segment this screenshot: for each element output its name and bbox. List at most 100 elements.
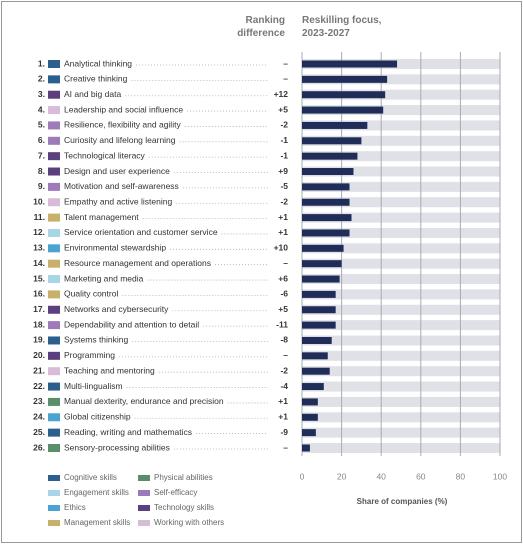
skill-name: Reading, writing and mathematics <box>64 427 192 437</box>
bar-track <box>302 181 500 192</box>
bar-track <box>302 335 500 346</box>
bar-track <box>302 151 500 162</box>
legend-swatch <box>48 520 60 526</box>
ranking-difference: – <box>283 350 288 360</box>
bar <box>302 183 350 191</box>
ranking-difference: – <box>283 258 288 268</box>
skill-name: Quality control <box>64 289 118 299</box>
category-swatch <box>48 90 60 99</box>
rank: 25. <box>33 427 45 437</box>
bar <box>302 383 324 391</box>
bar <box>302 214 352 222</box>
ranking-header: Ranking difference <box>237 15 285 39</box>
category-swatch <box>48 75 60 84</box>
rank: 26. <box>33 442 45 452</box>
ranking-difference: -11 <box>276 319 288 329</box>
rank: 17. <box>33 304 45 314</box>
bar <box>302 244 344 252</box>
ranking-difference: -9 <box>280 427 288 437</box>
category-swatch <box>48 351 60 360</box>
skill-name: AI and big data <box>64 89 121 99</box>
category-swatch <box>48 136 60 145</box>
ranking-difference: – <box>283 58 288 68</box>
bar-track <box>302 166 500 177</box>
category-swatch <box>48 444 60 452</box>
bar <box>302 413 318 421</box>
rank: 3. <box>38 89 45 99</box>
skill-name: Curiosity and lifelong learning <box>64 135 176 145</box>
rank: 24. <box>33 412 45 422</box>
x-tick-label: 80 <box>456 471 466 481</box>
ranking-difference: +5 <box>278 104 288 114</box>
skill-name: Analytical thinking <box>64 58 132 68</box>
bar-track <box>302 443 500 453</box>
legend-swatch <box>48 475 60 481</box>
bar-track <box>302 396 500 407</box>
bar <box>302 106 384 114</box>
legend-label: Self-efficacy <box>154 488 197 497</box>
bar <box>302 398 318 406</box>
rank: 1. <box>38 58 45 68</box>
ranking-difference: +9 <box>278 166 288 176</box>
skill-name: Technological literacy <box>64 150 146 160</box>
skill-name: Empathy and active listening <box>64 196 172 206</box>
skill-name: Design and user experience <box>64 166 170 176</box>
rank: 22. <box>33 381 45 391</box>
ranking-difference: +1 <box>278 227 288 237</box>
ranking-difference: +1 <box>278 396 288 406</box>
ranking-difference: +10 <box>274 243 289 253</box>
skill-name: Systems thinking <box>64 335 129 345</box>
ranking-difference: -1 <box>280 135 288 145</box>
bar-track <box>302 89 500 100</box>
rank: 10. <box>33 196 45 206</box>
rank: 11. <box>34 212 45 222</box>
category-swatch <box>48 167 60 176</box>
skill-name: Resilience, flexibility and agility <box>64 120 181 130</box>
skill-name: Sensory-processing abilities <box>64 442 170 452</box>
ranking-difference: -2 <box>280 120 288 130</box>
rank: 21. <box>33 365 45 375</box>
bar-track <box>302 274 500 285</box>
skill-name: Multi-lingualism <box>64 381 123 391</box>
rank: 18. <box>33 319 45 329</box>
ranking-difference: -4 <box>280 381 288 391</box>
skill-name: Creative thinking <box>64 74 128 84</box>
rank: 12. <box>33 227 45 237</box>
bar <box>302 336 332 344</box>
x-tick-label: 40 <box>376 471 386 481</box>
bar-track <box>302 227 500 238</box>
category-swatch <box>48 213 60 222</box>
category-swatch <box>48 290 60 299</box>
bar-track <box>302 243 500 254</box>
x-axis-label: Share of companies (%) <box>357 497 448 506</box>
legend-swatch <box>138 475 150 481</box>
skill-name: Programming <box>64 350 115 360</box>
ranking-difference: -8 <box>280 335 288 345</box>
bar-track <box>302 120 500 131</box>
bar <box>302 306 336 314</box>
rank: 15. <box>33 273 45 283</box>
bar <box>302 152 358 160</box>
bar-track <box>302 289 500 300</box>
bar <box>302 321 336 329</box>
bar <box>302 168 354 176</box>
bar-track <box>302 366 500 377</box>
legend-swatch <box>138 505 150 511</box>
x-tick-label: 100 <box>493 471 507 481</box>
category-swatch <box>48 182 60 191</box>
legend-label: Ethics <box>64 503 86 512</box>
skill-name: Teaching and mentoring <box>64 365 155 375</box>
bar-track <box>302 212 500 223</box>
bar-track <box>302 350 500 361</box>
ranking-difference: +1 <box>278 212 288 222</box>
legend-label: Technology skills <box>154 503 214 512</box>
legend-label: Working with others <box>154 518 224 527</box>
skill-name: Talent management <box>64 212 139 222</box>
category-swatch <box>48 397 60 406</box>
legend-label: Engagement skills <box>64 488 129 497</box>
rank: 14. <box>33 258 45 268</box>
skill-name: Service orientation and customer service <box>64 227 218 237</box>
